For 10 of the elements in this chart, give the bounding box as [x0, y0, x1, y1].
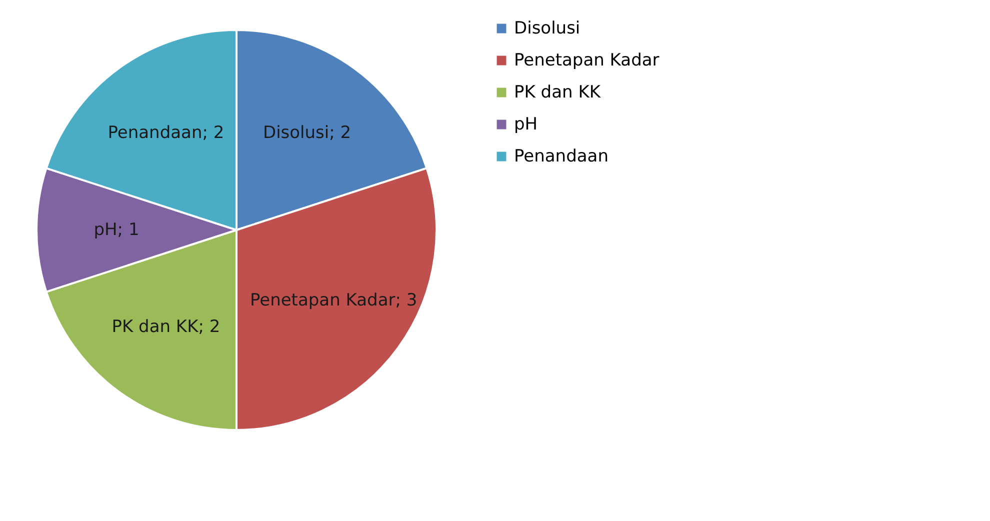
- data-label: Penetapan Kadar; 3: [250, 290, 418, 311]
- legend-label: Penetapan Kadar: [514, 50, 660, 70]
- data-label: Disolusi; 2: [262, 122, 352, 143]
- legend-label: PK dan KK: [514, 82, 602, 102]
- legend-label: Disolusi: [514, 18, 580, 38]
- data-label: PK dan KK; 2: [112, 317, 220, 338]
- legend-label: Penandaan: [514, 146, 608, 166]
- data-label: pH; 1: [94, 220, 140, 240]
- data-label: Penandaan; 2: [108, 122, 224, 143]
- legend-label: pH: [514, 114, 538, 134]
